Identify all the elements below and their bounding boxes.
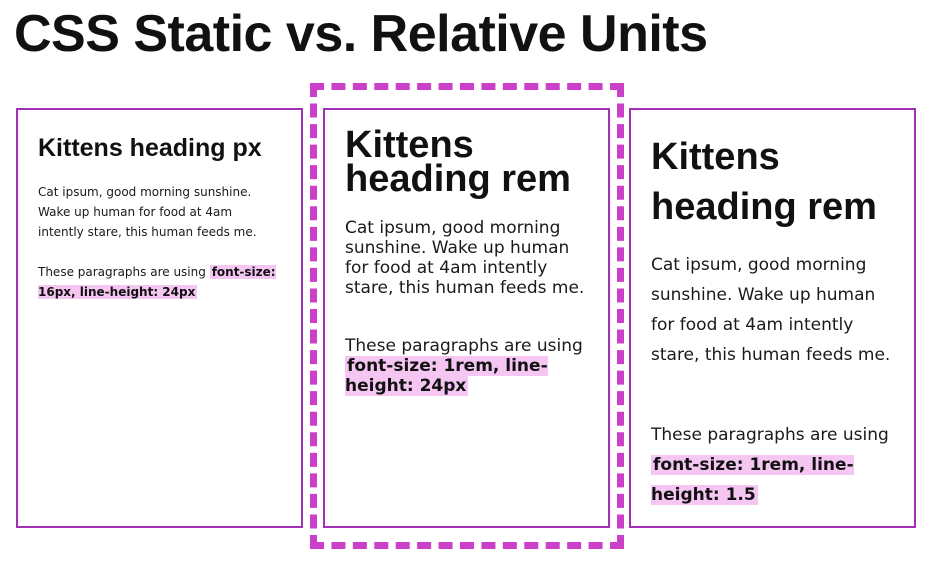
card-note: These paragraphs are using font-size: 16… [38, 262, 278, 302]
card-rem-relative-line-height: Kittens heading rem Cat ipsum, good morn… [629, 108, 916, 528]
card-note-prefix: These paragraphs are using [651, 425, 889, 445]
card-note: These paragraphs are using font-size: 1r… [651, 420, 901, 510]
card-body-text: Cat ipsum, good morning sunshine. Wake u… [345, 218, 585, 298]
code-snippet: font-size: 1rem, line-height: 24px [345, 356, 548, 396]
card-body-text: Cat ipsum, good morning sunshine. Wake u… [651, 255, 891, 365]
card-note-prefix: These paragraphs are using [345, 336, 583, 356]
card-body-text: Cat ipsum, good morning sunshine. Wake u… [38, 185, 257, 239]
card-rem-px-line-height: Kittens heading rem Cat ipsum, good morn… [323, 108, 610, 528]
card-note-prefix: These paragraphs are using [38, 265, 206, 279]
card-px: Kittens heading px Cat ipsum, good morni… [16, 108, 303, 528]
card-heading: Kittens heading rem [651, 136, 877, 228]
code-snippet: font-size: 1rem, line-height: 1.5 [651, 455, 854, 505]
card-note: These paragraphs are using font-size: 1r… [345, 336, 595, 396]
page-title: CSS Static vs. Relative Units [14, 5, 708, 63]
card-heading: Kittens heading px [38, 134, 262, 162]
card-heading: Kittens heading rem [345, 124, 571, 200]
